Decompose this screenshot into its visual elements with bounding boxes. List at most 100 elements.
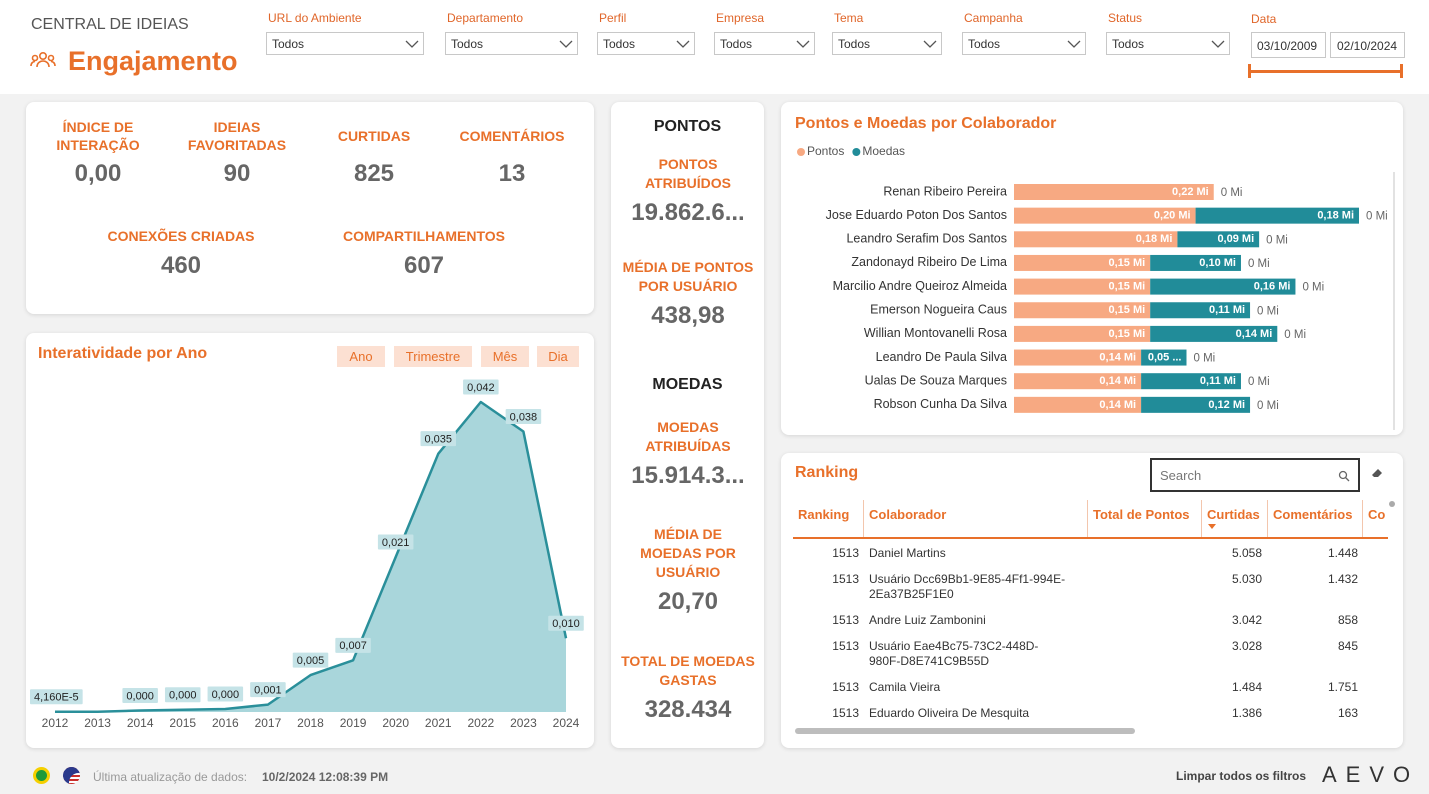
kpi-value: 0,00 bbox=[74, 160, 122, 187]
bar-value-label: 0,15 Mi bbox=[1108, 328, 1145, 340]
value-label: 0,035 bbox=[424, 434, 452, 446]
value-label-box bbox=[505, 409, 542, 425]
filter-dropdown[interactable]: Todos bbox=[832, 32, 942, 55]
filter-value: Todos bbox=[451, 37, 484, 51]
panel-label: MOEDAS ATRIBUÍDAS bbox=[645, 419, 731, 454]
kpi-label: COMPARTILHAMENTOS bbox=[342, 228, 506, 244]
column-header[interactable]: Co bbox=[1368, 507, 1386, 522]
bar-segment bbox=[1014, 373, 1142, 390]
bar-value-label: 0,16 Mi bbox=[1254, 281, 1291, 293]
filter-dropdown[interactable]: Todos bbox=[962, 32, 1086, 55]
value-label-box bbox=[335, 637, 371, 653]
column-header[interactable]: Comentários bbox=[1273, 507, 1353, 522]
bar-segment bbox=[1150, 302, 1251, 319]
x-tick-label: 2013 bbox=[84, 716, 111, 730]
bar-value-label: 0,11 Mi bbox=[1209, 304, 1245, 316]
sort-arrow bbox=[1208, 524, 1216, 529]
column-divider bbox=[1362, 500, 1363, 537]
cell-ranking: 1513 bbox=[832, 546, 859, 560]
period-button[interactable]: Ano bbox=[337, 346, 385, 367]
panel-item: MÉDIA DE PONTOS POR USUÁRIO 438,98 bbox=[618, 258, 758, 330]
flag-brazil[interactable] bbox=[33, 767, 50, 784]
panel-value: 19.862.6... bbox=[631, 199, 745, 226]
cell-curtidas: 5.030 bbox=[1231, 572, 1262, 586]
value-label-box bbox=[207, 686, 244, 702]
filter-value: Todos bbox=[838, 37, 871, 51]
cell-comentarios: 1.432 bbox=[1327, 572, 1358, 586]
cell-curtidas: 5.058 bbox=[1231, 546, 1262, 560]
column-divider bbox=[863, 500, 864, 537]
value-label-box bbox=[30, 689, 83, 705]
kpi-value: 13 bbox=[498, 160, 526, 187]
ranking-scrollbar[interactable] bbox=[795, 728, 1135, 734]
bar-end-label: 0 Mi bbox=[1257, 305, 1279, 317]
bar-segment bbox=[1195, 207, 1359, 224]
chevron bbox=[676, 40, 690, 48]
period-button[interactable]: Mês bbox=[481, 346, 529, 367]
bar-value-label: 0,12 Mi bbox=[1208, 399, 1245, 411]
cell-ranking: 1513 bbox=[832, 680, 859, 694]
filter-dropdown[interactable]: Todos bbox=[266, 32, 424, 55]
bar-value-label: 0,14 Mi bbox=[1099, 351, 1136, 363]
value-label-box bbox=[548, 615, 584, 631]
column-header[interactable]: Curtidas bbox=[1207, 507, 1260, 522]
panel-label: MÉDIA DE MOEDAS POR USUÁRIO bbox=[640, 526, 736, 580]
chevron bbox=[1067, 40, 1081, 48]
ranking-card bbox=[781, 453, 1403, 748]
ranking-dot bbox=[1389, 501, 1395, 507]
category-label: Emerson Nogueira Caus bbox=[870, 303, 1007, 317]
panel-value: 15.914.3... bbox=[631, 462, 745, 489]
bar-value-label: 0,15 Mi bbox=[1108, 257, 1145, 269]
bar-value-label: 0,14 Mi bbox=[1099, 375, 1136, 387]
value-label: 0,007 bbox=[339, 640, 367, 652]
date-label: Data bbox=[1251, 12, 1277, 26]
filter-dropdown[interactable]: Todos bbox=[1106, 32, 1230, 55]
filter-dropdown[interactable]: Todos bbox=[714, 32, 815, 55]
cell-colaborador: Eduardo Oliveira De Mesquita bbox=[869, 706, 1030, 720]
column-header[interactable]: Total de Pontos bbox=[1093, 507, 1190, 522]
cell-ranking: 1513 bbox=[832, 572, 859, 586]
search-box[interactable]: Search bbox=[1150, 458, 1360, 492]
filter-label: URL do Ambiente bbox=[268, 11, 362, 25]
x-tick-label: 2023 bbox=[510, 716, 537, 730]
clear-filters[interactable]: Limpar todos os filtros bbox=[1176, 769, 1307, 783]
bar-segment bbox=[1014, 254, 1151, 271]
filter-label: Tema bbox=[834, 11, 864, 25]
panel-value: 328.434 bbox=[644, 696, 732, 723]
bar-segment bbox=[1150, 325, 1278, 342]
bar-end-label: 0 Mi bbox=[1266, 234, 1288, 246]
period-button[interactable]: Trimestre bbox=[394, 346, 472, 367]
value-label-box bbox=[250, 682, 286, 698]
x-tick-label: 2014 bbox=[127, 716, 154, 730]
slider-knob[interactable] bbox=[1248, 64, 1251, 78]
bar-segment bbox=[1150, 278, 1296, 295]
bar-value-label: 0,10 Mi bbox=[1199, 257, 1236, 269]
x-tick-label: 2018 bbox=[297, 716, 324, 730]
period-button[interactable]: Dia bbox=[537, 346, 579, 367]
value-label-box bbox=[420, 431, 457, 447]
bar-end-label: 0 Mi bbox=[1366, 211, 1388, 223]
column-header[interactable]: Colaborador bbox=[869, 507, 947, 522]
filter-dropdown[interactable]: Todos bbox=[445, 32, 578, 55]
bar-end-label: 0 Mi bbox=[1248, 258, 1270, 270]
cell-colaborador: Daniel Martins bbox=[869, 546, 946, 560]
flag-usa[interactable] bbox=[63, 767, 80, 784]
bar-end-label: 0 Mi bbox=[1302, 282, 1324, 294]
chevron bbox=[559, 40, 573, 48]
kpi-label: ÍNDICE DE INTERAÇÃO bbox=[56, 119, 140, 153]
date-start-box[interactable]: 03/10/2009 bbox=[1251, 32, 1326, 58]
bar-segment bbox=[1014, 184, 1214, 200]
cell-comentarios: 1.751 bbox=[1327, 680, 1358, 694]
category-label: Marcilio Andre Queiroz Almeida bbox=[833, 279, 1007, 293]
value-label-box bbox=[164, 687, 201, 703]
eraser-icon[interactable] bbox=[1370, 467, 1384, 479]
area-line bbox=[54, 400, 568, 714]
slider-knob[interactable] bbox=[1400, 64, 1403, 78]
date-slider[interactable] bbox=[1249, 70, 1403, 73]
date-end-box[interactable]: 02/10/2024 bbox=[1330, 32, 1405, 58]
column-header[interactable]: Ranking bbox=[798, 507, 850, 522]
table-row: 1513 Eduardo Oliveira De Mesquita 1.386 163 bbox=[793, 706, 1388, 725]
filter-dropdown[interactable]: Todos bbox=[597, 32, 695, 55]
bar-value-label: 0,15 Mi bbox=[1108, 304, 1145, 316]
bar-segment bbox=[1014, 278, 1151, 295]
